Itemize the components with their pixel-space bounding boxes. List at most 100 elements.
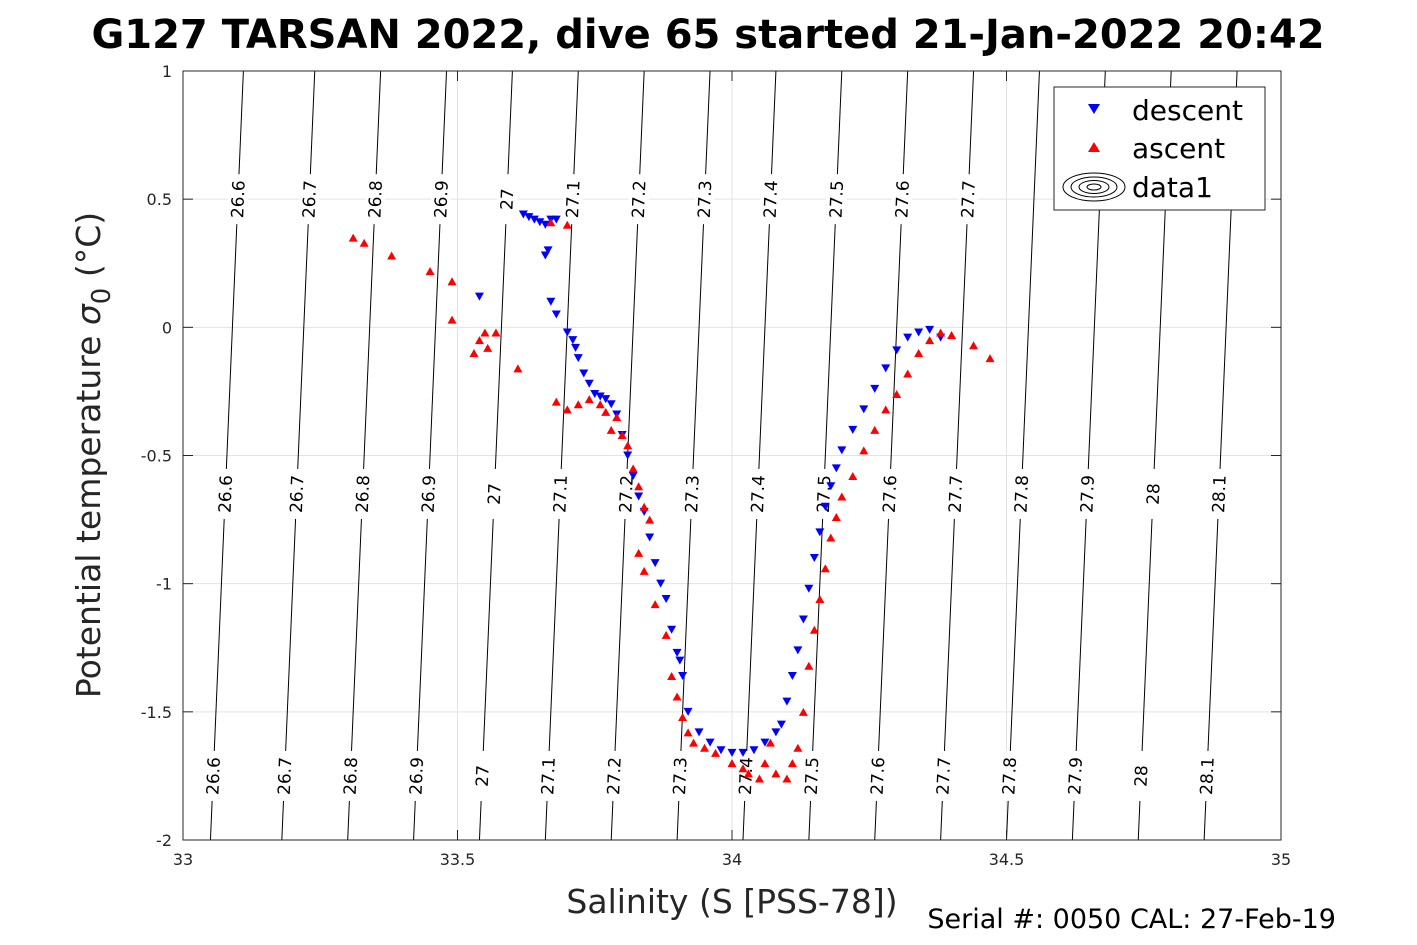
ascent-point <box>469 348 479 357</box>
x-axis-label: Salinity (S [PSS-78]) <box>566 882 897 921</box>
descent-point <box>683 707 693 716</box>
contour-label-27.7: 27.7 <box>958 180 980 219</box>
y-tick-label: 1 <box>162 62 172 81</box>
density-contours: 26.6 26.6 26.6 26.7 26.7 26.7 26.8 26.8 26.8 26.9… <box>183 71 1238 840</box>
legend-contour-icon <box>1062 172 1126 202</box>
ascent-point <box>925 336 935 345</box>
ascent-point <box>892 389 902 398</box>
descent-point <box>551 215 561 224</box>
contour-label-27.1: 27.1 <box>550 475 572 514</box>
contour-label-bg <box>627 173 650 225</box>
contour-label-27.3: 27.3 <box>695 180 717 219</box>
ascent-point <box>359 238 369 247</box>
descent-point <box>601 395 611 404</box>
y-tick-label: -2 <box>156 831 172 850</box>
contour-label-bg <box>298 173 321 225</box>
contour-label-26.7: 26.7 <box>299 180 321 219</box>
contour-label-bg <box>602 750 626 802</box>
ascent-point <box>914 348 924 357</box>
legend-descent-marker <box>1088 104 1100 114</box>
ascent-point <box>760 759 770 768</box>
contour-label-27: 27 <box>485 483 506 505</box>
ascent-point <box>689 738 699 747</box>
contour-label-26.6: 26.6 <box>203 757 225 796</box>
ascent-point <box>798 707 808 716</box>
contour-label-27.1: 27.1 <box>538 757 560 796</box>
contour-label-bg <box>429 173 453 225</box>
contour-label-bg <box>202 750 225 802</box>
ascent-point <box>936 328 946 337</box>
grid-lines <box>182 70 1282 841</box>
contour-label-bg <box>1207 468 1231 520</box>
ascent-point <box>700 743 710 752</box>
ascent-point <box>546 218 556 227</box>
contour-label-bg <box>825 173 848 225</box>
descent-point <box>694 728 704 737</box>
contour-label-bg <box>483 468 506 520</box>
ascent-point <box>711 748 721 757</box>
contour-label-bg <box>668 750 691 802</box>
ascent-point <box>612 413 622 422</box>
contour-label-26.9: 26.9 <box>407 757 429 796</box>
contour-label-bg <box>273 750 296 802</box>
contour-label-27.4: 27.4 <box>761 180 783 219</box>
ascent-point <box>425 266 435 275</box>
contour-label-27.4: 27.4 <box>748 475 770 514</box>
ascent-point <box>573 400 583 409</box>
descent-point <box>738 748 748 757</box>
contour-label-27.6: 27.6 <box>880 475 902 514</box>
descent-point <box>590 389 600 398</box>
contour-label-28: 28 <box>1132 765 1153 787</box>
contour-label-bg <box>417 468 440 520</box>
descent-point <box>667 625 677 634</box>
y-axis-label-unit: (°C) <box>69 212 108 288</box>
ascent-point <box>667 671 677 680</box>
descent-point <box>524 213 534 222</box>
descent-point <box>579 369 589 378</box>
contour-label-27.9: 27.9 <box>1065 757 1087 796</box>
contour-label-27.2: 27.2 <box>629 180 651 219</box>
contour-label-28: 28 <box>1144 483 1165 505</box>
descent-point <box>606 400 616 409</box>
contour-label-bg <box>1076 468 1099 520</box>
ascent-point <box>562 220 572 229</box>
contour-label-27.2: 27.2 <box>604 757 626 796</box>
y-axis-label-main: Potential temperature <box>69 325 108 698</box>
legend-ascent-label: ascent <box>1132 132 1225 165</box>
descent-point <box>760 738 770 747</box>
contour-label-bg <box>364 173 387 225</box>
ascent-point <box>348 233 358 242</box>
ascent-point <box>387 251 397 260</box>
descent-point <box>540 251 550 260</box>
contour-label-bg <box>957 173 980 225</box>
descent-point <box>584 379 594 388</box>
y-axis-label: Potential temperature σ0 (°C) <box>69 212 117 698</box>
contour-label-bg <box>932 750 955 802</box>
y-tick-label: -1 <box>156 575 172 594</box>
ascent-point <box>606 425 616 434</box>
descent-point <box>623 451 633 460</box>
ascent-point <box>483 343 493 352</box>
contour-label-bg <box>285 468 308 520</box>
ascent-point <box>551 397 561 406</box>
contour-label-bg <box>944 468 967 520</box>
ascent-point <box>639 502 649 511</box>
contour-label-bg <box>759 173 782 225</box>
descent-point <box>826 482 836 491</box>
ascent-point <box>837 492 847 501</box>
descent-point <box>568 336 578 345</box>
descent-point <box>815 528 825 537</box>
ascent-point <box>623 441 633 450</box>
ascent-point <box>831 513 841 522</box>
ascent-point <box>639 566 649 575</box>
descent-point <box>914 328 924 337</box>
contour-label-bg <box>1142 468 1165 520</box>
ascent-point <box>595 400 605 409</box>
x-tick-label: 34 <box>722 850 742 869</box>
ascent-point <box>903 369 913 378</box>
contour-label-27.8: 27.8 <box>1012 475 1034 514</box>
ascent-point <box>672 692 682 701</box>
y-axis-ticks: 1 0.5 0 -0.5 -1 -1.5 -2 <box>141 62 1281 850</box>
descent-point <box>782 697 792 706</box>
contour-label-27.8: 27.8 <box>999 757 1021 796</box>
